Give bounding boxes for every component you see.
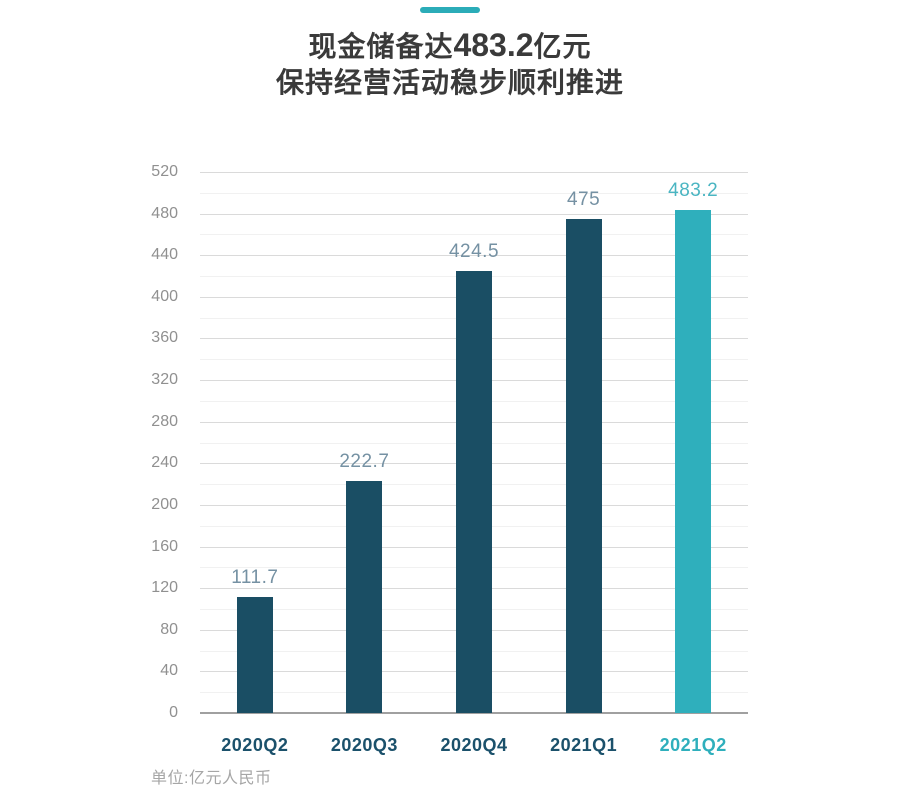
- y-axis-tick-label: 360: [151, 329, 178, 347]
- y-axis-tick-label: 200: [151, 495, 178, 513]
- gridline-minor: [200, 234, 748, 236]
- gridline-major: [200, 255, 748, 257]
- x-axis-line: [200, 712, 748, 714]
- bar-2020Q4: [456, 271, 492, 713]
- x-axis-label-2020Q2: 2020Q2: [221, 735, 289, 755]
- x-axis-label-2020Q4: 2020Q4: [440, 735, 508, 755]
- y-axis-tick-label: 120: [151, 579, 178, 597]
- x-axis-label-2021Q2: 2021Q2: [659, 735, 727, 755]
- bar-value-label: 111.7: [231, 566, 279, 588]
- y-axis-tick-label: 240: [151, 454, 178, 472]
- bar-value-label: 475: [566, 188, 601, 210]
- gridline-major: [200, 172, 748, 173]
- y-axis-tick-label: 160: [151, 537, 178, 555]
- x-axis-label-2021Q1: 2021Q1: [550, 735, 618, 755]
- y-axis-tick-label: 320: [151, 371, 178, 389]
- bar-value-label: 483.2: [668, 180, 719, 202]
- unit-note: 单位:亿元人民币: [151, 770, 272, 787]
- bar-2021Q2: [675, 210, 712, 713]
- y-axis-tick-label: 520: [151, 163, 178, 180]
- y-axis-tick-label: 0: [169, 704, 178, 721]
- bar-2021Q1: [565, 218, 602, 713]
- bar-2020Q3: [346, 481, 383, 713]
- gridline-minor: [200, 192, 748, 194]
- y-axis-tick-label: 480: [151, 204, 178, 222]
- x-axis-label-2020Q3: 2020Q3: [330, 735, 398, 755]
- title-value: 483.2: [453, 27, 534, 63]
- y-axis-tick-label: 280: [151, 412, 178, 430]
- title-prefix: 现金储备达: [308, 31, 454, 62]
- page-title: 现金储备达483.2亿元: [0, 27, 900, 65]
- bar-value-label: 424.5: [448, 241, 500, 263]
- title-suffix: 亿元: [533, 31, 592, 62]
- y-axis-tick-label: 400: [151, 287, 178, 305]
- gridline-major: [200, 213, 748, 215]
- bar-chart-plot-area: 0 40 80 120 160 200 240 280 320 360 400 440 480 520 11…: [151, 163, 748, 755]
- y-axis-tick-label: 40: [160, 662, 178, 680]
- bar-2020Q2: [236, 596, 273, 713]
- title-accent-bar: [420, 7, 480, 13]
- page-subtitle: 保持经营活动稳步顺利推进: [275, 67, 624, 98]
- y-axis-tick-label: 440: [151, 246, 178, 264]
- y-axis-tick-label: 80: [160, 620, 178, 638]
- bar-value-label: 222.7: [339, 451, 390, 473]
